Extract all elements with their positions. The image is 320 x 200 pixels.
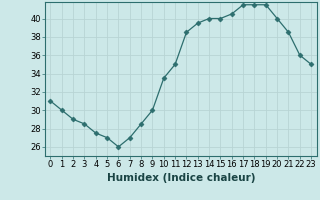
X-axis label: Humidex (Indice chaleur): Humidex (Indice chaleur) — [107, 173, 255, 183]
